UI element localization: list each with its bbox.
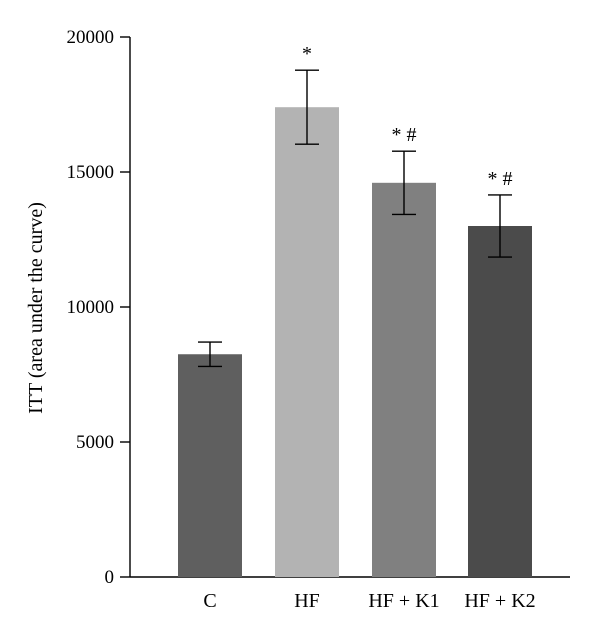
significance-label: * # [488,168,513,190]
y-tick-label: 5000 [76,432,114,453]
significance-label: * [302,43,312,65]
x-category-label: HF + K1 [368,590,439,612]
bar [372,182,436,578]
y-tick-label: 10000 [67,297,115,318]
y-tick-label: 20000 [67,27,115,48]
bar [468,226,532,577]
y-axis-title: ITT (area under the curve) [25,202,47,414]
x-category-label: C [203,590,216,612]
bar [178,354,242,577]
y-tick-label: 0 [105,567,115,588]
plot-area: 0 5000 10000 15000 20000 C * HF * # HF + K1 * # HF … [67,27,570,612]
bar [275,107,339,577]
x-category-label: HF [294,590,320,612]
y-tick-label: 15000 [67,162,115,183]
x-category-label: HF + K2 [464,590,535,612]
significance-label: * # [392,124,417,146]
